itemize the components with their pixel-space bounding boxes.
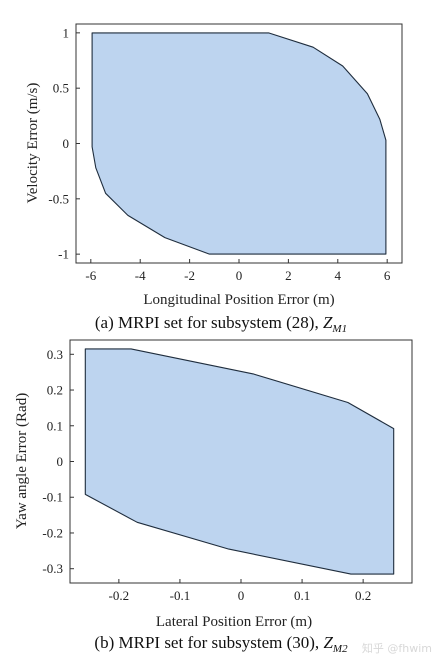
caption-a-subscript: M1 [331, 323, 347, 335]
x-tick-label: -2 [184, 268, 195, 283]
x-axis-ticks: -0.2 -0.1 0 0.1 0.2 [109, 579, 371, 603]
x-tick-label: 0 [238, 588, 245, 603]
y-axis-ticks: -1 -0.5 0 0.5 1 [48, 25, 80, 262]
caption-a-text: (a) MRPI set for subsystem (28), [95, 313, 323, 332]
x-tick-label: -0.1 [170, 588, 191, 603]
caption-a-symbol: Z [323, 313, 333, 332]
y-tick-label: 1 [63, 25, 70, 40]
y-tick-label: -0.5 [48, 191, 69, 206]
y-tick-label: -0.3 [42, 561, 63, 576]
y-tick-label: 0.5 [53, 81, 69, 96]
caption-b-subscript: M2 [332, 643, 348, 655]
y-tick-label: 0 [63, 136, 70, 151]
watermark: 知乎 @fhwim [362, 641, 432, 655]
x-tick-label: -0.2 [109, 588, 130, 603]
y-tick-label: 0.1 [47, 418, 63, 433]
caption-b-symbol: Z [323, 633, 333, 652]
y-axis-label: Velocity Error (m/s) [25, 83, 41, 204]
mrpi-set-region [84, 348, 395, 575]
caption-b: (b) MRPI set for subsystem (30), ZM2 [94, 633, 348, 655]
x-tick-label: -6 [85, 268, 96, 283]
x-tick-label: -4 [135, 268, 146, 283]
x-tick-label: 2 [285, 268, 292, 283]
caption-a: (a) MRPI set for subsystem (28), ZM1 [95, 313, 347, 335]
y-axis-label: Yaw angle Error (Rad) [14, 393, 30, 529]
y-tick-label: 0.3 [47, 347, 63, 362]
x-tick-label: 0 [236, 268, 243, 283]
x-axis-ticks: -6 -4 -2 0 2 4 6 [85, 259, 391, 283]
x-axis-label: Lateral Position Error (m) [156, 614, 312, 630]
caption-b-text: (b) MRPI set for subsystem (30), [94, 633, 323, 652]
y-axis-ticks: -0.3 -0.2 -0.1 0 0.1 0.2 0.3 [42, 347, 74, 576]
chart-panel-b: -0.2 -0.1 0 0.1 0.2 -0.3 -0.2 -0.1 0 0.1 0.2 0.3 L… [14, 339, 413, 655]
y-tick-label: -0.1 [42, 490, 63, 505]
x-tick-label: 0.1 [294, 588, 310, 603]
x-axis-label: Longitudinal Position Error (m) [143, 292, 334, 308]
y-tick-label: 0 [57, 454, 64, 469]
y-tick-label: -1 [58, 247, 69, 262]
x-tick-label: 0.2 [355, 588, 371, 603]
mrpi-set-region [91, 32, 387, 255]
y-tick-label: -0.2 [42, 525, 63, 540]
y-tick-label: 0.2 [47, 383, 63, 398]
x-tick-label: 4 [335, 268, 342, 283]
chart-panel-a: -6 -4 -2 0 2 4 6 -1 -0.5 0 0.5 1 Longitudinal Posi… [25, 23, 403, 335]
x-tick-label: 6 [384, 268, 391, 283]
